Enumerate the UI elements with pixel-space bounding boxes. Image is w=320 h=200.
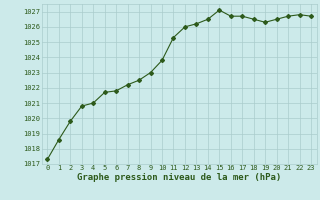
X-axis label: Graphe pression niveau de la mer (hPa): Graphe pression niveau de la mer (hPa) <box>77 173 281 182</box>
